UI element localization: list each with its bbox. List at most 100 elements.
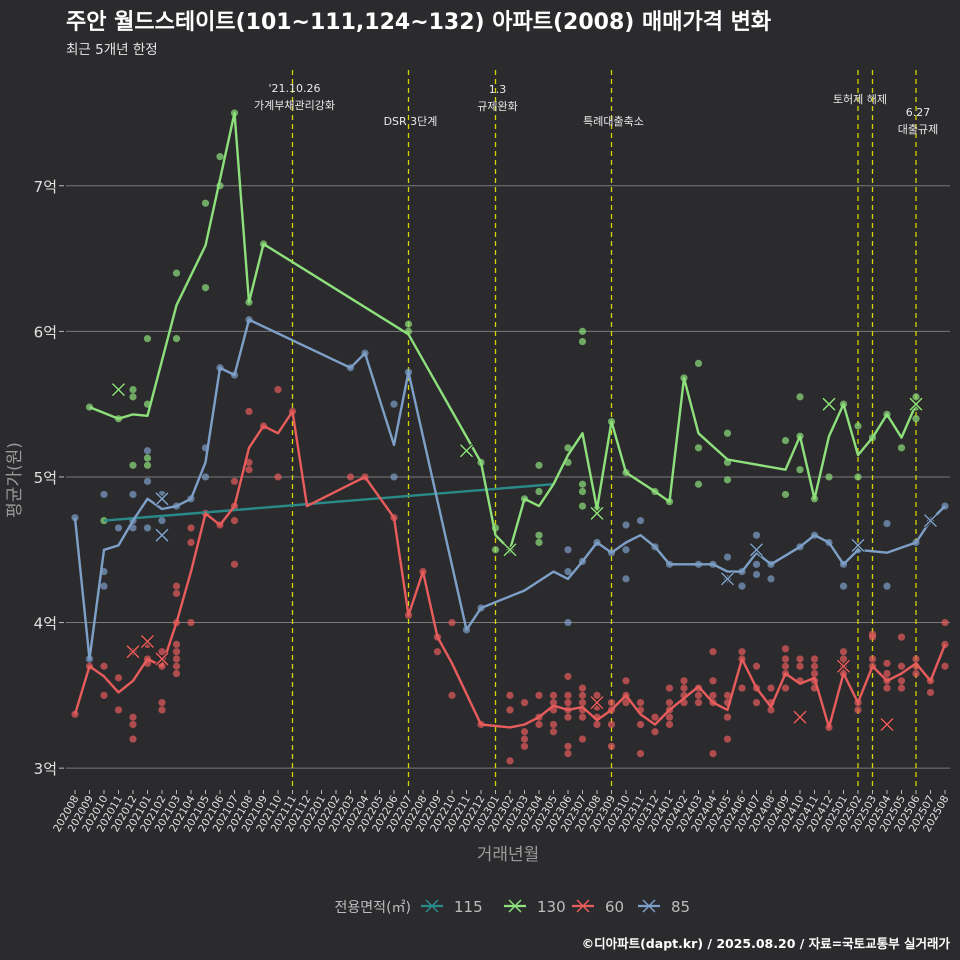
y-axis: 3억 4억 5억 6억 7억 [34,178,64,778]
data-point [172,648,181,656]
y-axis-title: 평균가(원) [5,442,25,518]
data-point [839,648,848,656]
data-point [520,699,529,707]
data-point [723,476,732,484]
data-point [100,517,108,525]
data-point [390,400,398,408]
legend-key-cross [576,899,590,913]
data-point [201,473,210,481]
data-point [622,699,630,707]
data-point [883,669,891,678]
series-line-130 [89,111,918,551]
legend-label: 60 [605,898,624,916]
event-label: '21.10.26 [268,82,320,95]
data-point [781,684,790,692]
data-point [506,706,514,714]
data-point [172,640,181,649]
series-line-85 [73,318,946,661]
data-point [636,750,645,758]
data-point [839,655,848,663]
data-point [810,655,819,663]
data-point [114,524,123,532]
data-point [723,429,732,437]
data-point [752,570,761,579]
data-point [636,720,645,729]
data-point [230,477,239,485]
data-point [578,699,587,707]
data-point [781,645,790,653]
event-label: 규제완화 [477,100,517,113]
legend-label: 85 [671,898,690,916]
data-point [694,699,703,707]
data-point [578,480,587,488]
data-point [564,750,572,758]
data-point [723,735,732,743]
data-point [564,568,572,576]
data-point [172,662,181,670]
cross-markers [111,382,938,732]
data-point [520,742,529,750]
data-point [578,691,587,699]
data-point [752,699,761,707]
data-point [767,575,775,583]
data-point [781,655,790,663]
data-point [158,648,166,656]
data-point [578,713,587,721]
data-point [752,662,761,670]
data-point [230,560,239,568]
data-point [926,688,935,697]
data-point [636,699,645,707]
data-point [767,684,775,692]
data-point [535,720,543,729]
cross-marker [822,397,836,411]
legend-title: 전용면적(㎡) [335,900,411,916]
data-point [752,560,761,568]
data-point [274,386,282,394]
data-point [535,691,543,699]
data-point [346,473,355,481]
data-point [810,662,819,670]
data-point [100,662,108,670]
data-point [564,546,572,554]
data-point [622,521,630,529]
data-point [694,359,703,367]
data-point [578,735,587,743]
data-point [129,393,137,401]
data-point [245,407,253,416]
data-point [564,742,572,750]
data-point [709,677,717,685]
data-point [433,648,442,656]
cross-marker [793,710,807,724]
data-point [172,335,181,343]
data-point [868,655,877,663]
data-point [448,691,456,699]
data-point [578,487,587,496]
data-point [578,684,587,692]
data-point [114,674,123,682]
data-point [781,436,790,445]
data-point [651,728,659,736]
y-tick-label: 6억 [34,323,57,341]
data-point [578,502,587,510]
data-point [796,466,804,474]
cross-marker [880,717,894,732]
data-point [622,677,630,685]
data-point [172,589,181,598]
data-point [665,720,674,729]
data-point [491,546,500,554]
data-point [912,655,920,663]
data-point [143,335,152,343]
data-point [172,669,181,678]
data-point [941,662,949,670]
data-point [883,582,891,590]
data-point [564,444,572,452]
data-point [143,461,152,469]
data-point [694,480,703,488]
data-point [100,582,108,590]
data-point [651,713,659,721]
data-points [71,109,949,765]
cross-marker [111,383,126,397]
data-point [129,735,137,743]
legend-key-cross [425,899,439,913]
data-point [404,320,413,328]
